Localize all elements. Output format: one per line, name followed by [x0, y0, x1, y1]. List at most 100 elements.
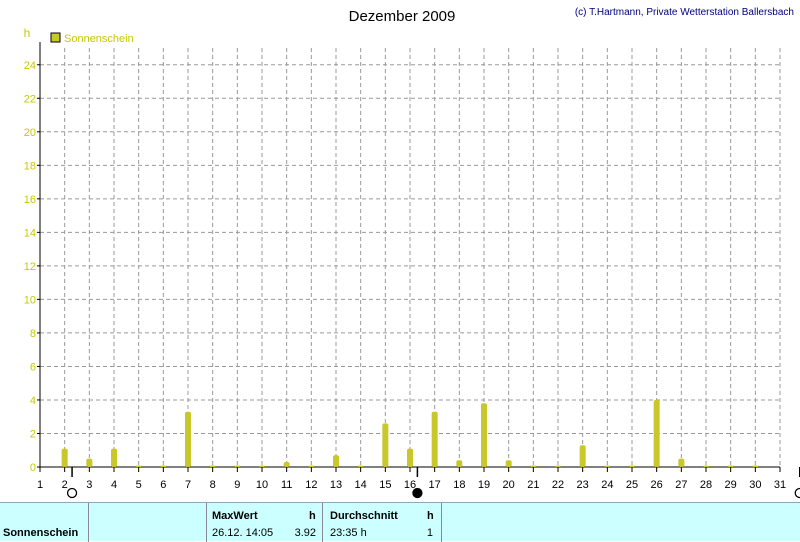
- y-tick-label-20: 20: [24, 127, 36, 139]
- copyright-text: (c) T.Hartmann, Private Wetterstation Ba…: [575, 7, 794, 18]
- full-moon-icon: [794, 487, 800, 499]
- chart-title: Dezember 2009: [349, 8, 456, 25]
- x-tick-label-27: 27: [675, 479, 687, 491]
- bar-day-24: [604, 465, 611, 467]
- bar-day-2: [61, 448, 68, 467]
- footer-max-cell: MaxWert h 26.12. 14:05 3.92: [207, 503, 323, 542]
- avg-time: 23:35 h: [330, 527, 367, 539]
- x-tick-label-13: 13: [330, 479, 342, 491]
- bar-day-8: [209, 465, 216, 467]
- y-tick-label-24: 24: [24, 60, 36, 72]
- summary-footer: Sonnenschein MaxWert h 26.12. 14:05 3.92…: [0, 502, 800, 542]
- x-tick-label-16: 16: [404, 479, 416, 491]
- bar-day-12: [308, 465, 315, 467]
- x-tick-label-15: 15: [379, 479, 391, 491]
- footer-label-cell: Sonnenschein: [0, 503, 89, 542]
- x-axis-ticks: 1 2 3 4 5 6 7 8 9 10 11 12 13 14 15 16 17 18 19 20 21 22 23 24 2…: [37, 467, 786, 491]
- bar-day-27: [678, 458, 685, 467]
- x-tick-label-5: 5: [136, 479, 142, 491]
- bar-day-10: [259, 465, 265, 467]
- x-tick-label-3: 3: [86, 479, 92, 491]
- x-tick-label-14: 14: [355, 479, 367, 491]
- x-tick-label-2: 2: [62, 479, 68, 491]
- bar-day-30: [752, 465, 759, 467]
- y-axis-unit: h: [24, 26, 31, 40]
- bars: [61, 399, 759, 467]
- bar-day-9: [234, 465, 241, 467]
- x-tick-label-30: 30: [749, 479, 761, 491]
- bar-day-3: [86, 458, 93, 467]
- grid: [39, 42, 781, 468]
- x-tick-label-29: 29: [725, 479, 737, 491]
- x-tick-label-7: 7: [185, 479, 191, 491]
- bar-day-5: [135, 465, 142, 467]
- footer-empty-cell: [89, 503, 207, 542]
- bar-day-4: [111, 448, 117, 467]
- full-moon-icon: [66, 487, 78, 499]
- bar-day-13: [333, 455, 339, 467]
- x-tick-label-26: 26: [651, 479, 663, 491]
- bar-day-6: [160, 465, 167, 467]
- x-tick-label-4: 4: [111, 479, 117, 491]
- bar-day-14: [357, 465, 364, 467]
- y-tick-label-4: 4: [30, 395, 36, 407]
- bar-day-23: [579, 445, 586, 467]
- y-tick-label-6: 6: [30, 361, 36, 373]
- legend-swatch: [50, 32, 61, 43]
- max-unit: h: [309, 510, 316, 522]
- max-header: MaxWert: [212, 510, 258, 522]
- y-tick-label-22: 22: [24, 93, 36, 105]
- moon-phases: [66, 467, 800, 499]
- y-tick-label-12: 12: [24, 261, 36, 273]
- x-tick-label-10: 10: [256, 479, 268, 491]
- bar-day-29: [727, 465, 734, 467]
- footer-series-label: Sonnenschein: [3, 527, 79, 539]
- x-tick-label-6: 6: [160, 479, 166, 491]
- new-moon-icon: [412, 487, 423, 499]
- bar-day-15: [382, 423, 389, 467]
- bar-day-11: [283, 461, 290, 467]
- y-tick-label-8: 8: [30, 328, 36, 340]
- x-tick-label-31: 31: [774, 479, 786, 491]
- x-tick-label-28: 28: [700, 479, 712, 491]
- x-tick-label-8: 8: [210, 479, 216, 491]
- x-tick-label-9: 9: [234, 479, 240, 491]
- y-tick-label-14: 14: [24, 227, 36, 239]
- x-tick-label-17: 17: [429, 479, 441, 491]
- x-tick-label-25: 25: [626, 479, 638, 491]
- y-tick-label-18: 18: [24, 160, 36, 172]
- bar-day-22: [555, 465, 561, 467]
- bar-day-16: [407, 448, 413, 467]
- x-tick-label-18: 18: [453, 479, 465, 491]
- avg-value: 1: [426, 527, 433, 539]
- bar-day-28: [703, 465, 709, 467]
- x-tick-label-12: 12: [305, 479, 317, 491]
- avg-header: Durchschnitt: [330, 510, 398, 522]
- x-tick-label-21: 21: [527, 479, 539, 491]
- y-tick-label-0: 0: [30, 462, 36, 474]
- x-tick-label-1: 1: [37, 479, 43, 491]
- x-tick-label-19: 19: [478, 479, 490, 491]
- avg-unit: h: [427, 510, 434, 522]
- y-tick-label-10: 10: [24, 294, 36, 306]
- y-tick-label-2: 2: [30, 428, 36, 440]
- bar-day-25: [629, 465, 635, 467]
- x-tick-label-24: 24: [601, 479, 613, 491]
- max-value: 3.92: [294, 527, 316, 539]
- bar-day-18: [456, 460, 463, 467]
- legend-label: Sonnenschein: [64, 33, 134, 45]
- bar-day-20: [505, 460, 512, 467]
- bar-day-21: [530, 465, 537, 467]
- bar-day-7: [185, 411, 191, 467]
- x-tick-label-20: 20: [503, 479, 515, 491]
- max-datetime: 26.12. 14:05: [212, 527, 274, 539]
- sunshine-chart: Dezember 2009 (c) T.Hartmann, Private We…: [24, 7, 800, 499]
- bar-day-19: [481, 403, 487, 467]
- x-tick-label-11: 11: [281, 479, 292, 491]
- footer-avg-cell: Durchschnitt h 23:35 h 1: [323, 503, 442, 542]
- x-tick-label-23: 23: [577, 479, 589, 491]
- x-tick-label-22: 22: [552, 479, 564, 491]
- bar-day-26: [653, 399, 660, 467]
- bar-day-17: [431, 411, 438, 467]
